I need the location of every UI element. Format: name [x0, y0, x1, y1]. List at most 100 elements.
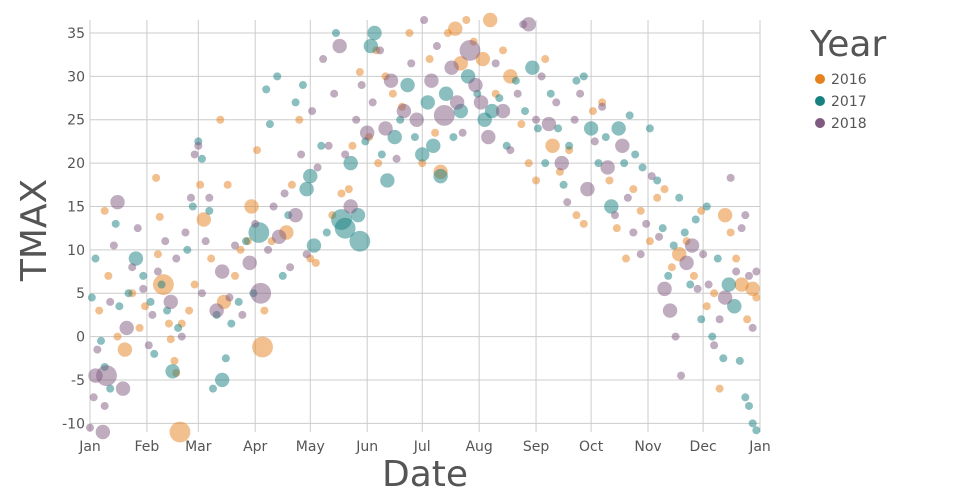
- data-point: [667, 263, 676, 272]
- data-point: [166, 335, 175, 344]
- data-point: [387, 129, 402, 145]
- data-point: [330, 89, 339, 98]
- series-2018: [86, 16, 761, 440]
- data-point: [374, 159, 383, 168]
- data-point: [664, 271, 673, 280]
- data-point: [559, 180, 568, 189]
- data-point: [288, 207, 303, 223]
- data-point: [186, 193, 195, 202]
- data-point: [236, 245, 245, 254]
- data-point: [287, 180, 296, 189]
- data-point: [144, 341, 153, 350]
- data-point: [106, 297, 115, 306]
- data-point: [334, 217, 356, 239]
- data-point: [533, 124, 542, 133]
- data-point: [583, 121, 599, 136]
- data-point: [352, 115, 361, 124]
- data-point: [689, 271, 698, 280]
- y-tick-label: 25: [67, 113, 85, 129]
- data-point: [153, 250, 162, 259]
- data-point: [623, 193, 632, 202]
- data-point: [517, 120, 526, 129]
- data-point: [231, 241, 240, 250]
- data-point: [119, 320, 134, 336]
- data-point: [400, 77, 415, 93]
- data-point: [264, 245, 273, 254]
- data-point: [680, 228, 689, 237]
- data-point: [106, 384, 115, 393]
- data-point: [645, 124, 654, 133]
- data-point: [100, 206, 109, 215]
- data-point: [163, 294, 178, 310]
- y-tick-label: 10: [67, 243, 85, 259]
- y-tick-label: 0: [76, 330, 85, 346]
- data-point: [170, 356, 179, 365]
- x-tick-label: Sep: [523, 439, 550, 455]
- data-point: [552, 98, 561, 107]
- data-point: [181, 228, 190, 237]
- data-points: [86, 12, 761, 443]
- data-point: [225, 293, 234, 302]
- data-point: [95, 424, 111, 440]
- data-point: [702, 202, 711, 211]
- data-point: [431, 128, 440, 137]
- data-point: [95, 306, 104, 315]
- data-point: [357, 81, 366, 90]
- y-tick-label: 30: [67, 69, 85, 85]
- data-point: [113, 332, 122, 341]
- data-point: [208, 384, 217, 393]
- data-point: [139, 284, 148, 293]
- data-point: [473, 95, 489, 110]
- data-point: [349, 230, 371, 252]
- data-point: [407, 59, 416, 68]
- data-point: [752, 267, 761, 276]
- data-point: [111, 219, 120, 228]
- data-point: [172, 254, 181, 263]
- data-point: [554, 155, 569, 171]
- data-point: [221, 354, 230, 363]
- data-point: [546, 89, 555, 98]
- data-point: [432, 42, 441, 51]
- data-point: [631, 150, 640, 159]
- data-point: [299, 181, 314, 197]
- data-point: [475, 51, 491, 67]
- data-point: [148, 310, 157, 319]
- data-point: [194, 141, 203, 150]
- data-point: [205, 193, 214, 202]
- data-point: [150, 349, 159, 358]
- data-point: [679, 255, 694, 271]
- data-point: [438, 86, 454, 101]
- x-axis-title: Date: [382, 454, 468, 495]
- data-point: [601, 133, 610, 142]
- data-point: [201, 237, 210, 246]
- data-point: [732, 254, 741, 263]
- data-point: [675, 193, 684, 202]
- data-point: [242, 237, 251, 246]
- data-point: [647, 172, 656, 181]
- data-point: [525, 60, 540, 75]
- data-point: [188, 202, 197, 211]
- data-point: [265, 120, 274, 129]
- data-point: [658, 224, 667, 233]
- data-point: [177, 332, 186, 341]
- data-point: [662, 303, 678, 318]
- data-point: [715, 384, 724, 393]
- data-point: [313, 163, 322, 172]
- legend-item: 2016: [815, 72, 867, 88]
- data-point: [216, 115, 225, 124]
- data-point: [115, 302, 124, 311]
- data-point: [405, 29, 414, 38]
- data-point: [317, 141, 326, 150]
- data-point: [146, 297, 155, 306]
- x-tick-label: Oct: [579, 439, 604, 455]
- x-tick-label: Jul: [413, 439, 431, 455]
- data-point: [269, 202, 278, 211]
- data-point: [426, 138, 441, 153]
- data-point: [332, 38, 347, 54]
- legend-swatch: [815, 74, 825, 84]
- data-point: [100, 401, 109, 410]
- data-point: [717, 290, 733, 305]
- data-point: [699, 250, 708, 259]
- data-point: [735, 356, 744, 365]
- legend: Year 2016 2017 2018: [809, 24, 886, 132]
